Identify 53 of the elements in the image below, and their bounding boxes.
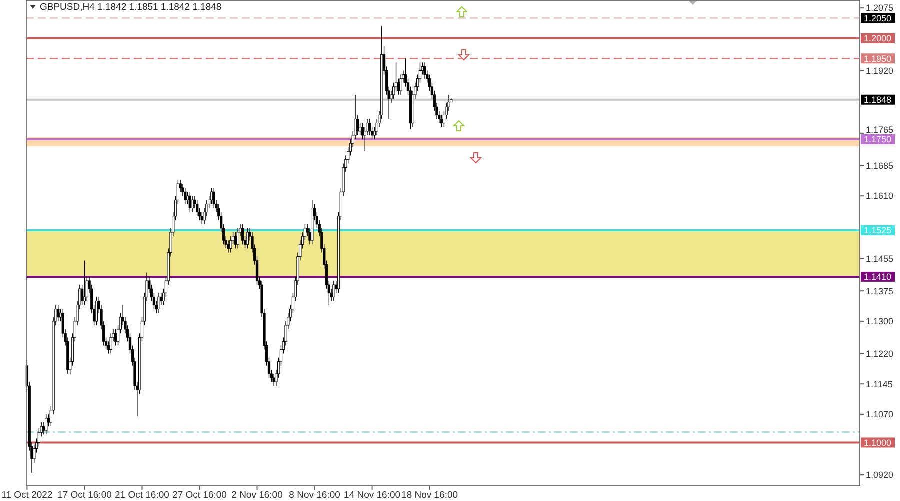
- candlestick: [246, 228, 250, 250]
- ref-line-label: 1.2000: [864, 34, 892, 44]
- candlestick: [196, 200, 199, 217]
- x-tick-label: 11 Oct 2022: [2, 490, 53, 501]
- x-tick-label: 21 Oct 16:00: [115, 490, 170, 501]
- candlestick: [332, 280, 336, 302]
- candlestick: [184, 188, 187, 205]
- x-tick-label: 2 Nov 16:00: [232, 490, 283, 501]
- y-tick-label: 1.1765: [866, 125, 894, 136]
- y-tick-label: 1.1070: [866, 410, 894, 420]
- x-tick-label: 14 Nov 16:00: [344, 490, 401, 501]
- y-tick-label: 1.1220: [866, 348, 894, 359]
- candlestick: [400, 74, 402, 96]
- candlestick: [424, 62, 426, 80]
- candlestick: [440, 114, 444, 128]
- candlestick: [230, 236, 232, 254]
- candlestick: [236, 228, 240, 250]
- candlestick: [272, 374, 276, 386]
- candlestick: [57, 304, 60, 322]
- ref-line-label: 1.1000: [864, 438, 892, 448]
- x-tick-label: 8 Nov 16:00: [289, 490, 340, 501]
- ref-line-label: 1.1525: [864, 226, 892, 236]
- candlestick: [158, 292, 160, 314]
- candlestick: [47, 414, 50, 427]
- candlestick: [212, 188, 216, 209]
- candlestick: [368, 118, 372, 136]
- candlestick: [242, 224, 244, 245]
- x-tick-label: 18 Nov 16:00: [402, 490, 458, 501]
- y-tick-label: 1.1610: [866, 191, 894, 202]
- ref-line-label: 1.1410: [864, 272, 892, 282]
- candlestick: [186, 192, 190, 205]
- x-tick-label: 17 Oct 16:00: [58, 490, 112, 501]
- candlestick: [200, 212, 204, 225]
- candlestick: [227, 240, 230, 254]
- y-tick-label: 1.1145: [866, 379, 893, 390]
- x-tick-label: 27 Oct 16:00: [172, 490, 227, 501]
- ref-line-label: 1.1750: [864, 134, 892, 145]
- y-tick-label: 1.1455: [866, 254, 894, 264]
- ref-line-label: 1.2050: [864, 13, 892, 24]
- y-tick-label: 1.1300: [866, 316, 894, 327]
- ref-line-label: 1.1950: [864, 54, 892, 64]
- y-tick-label: 1.1920: [866, 66, 894, 76]
- candlestick: [45, 414, 48, 435]
- ref-line-label: 1.1848: [864, 95, 892, 106]
- y-tick-label: 1.0920: [866, 470, 894, 480]
- candlestick: [110, 333, 112, 354]
- y-tick-label: 1.2075: [866, 3, 894, 14]
- candlestick: [191, 196, 194, 213]
- candlestick: [114, 329, 118, 346]
- chart-title: GBPUSD,H4 1.1842 1.1851 1.1842 1.1848: [40, 2, 222, 13]
- y-tick-label: 1.1685: [866, 160, 894, 171]
- candlestick: [83, 260, 86, 306]
- y-tick-label: 1.1375: [866, 286, 894, 296]
